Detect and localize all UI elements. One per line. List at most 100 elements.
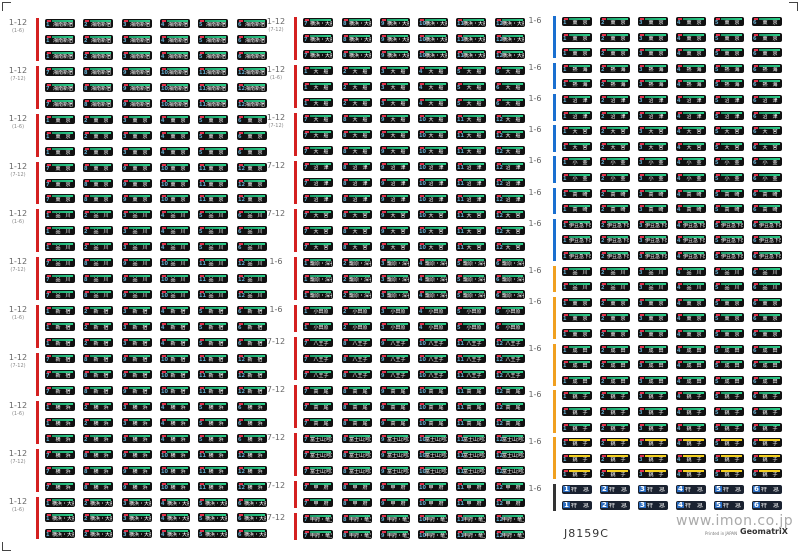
destination-decal: 2横浜・大船	[83, 513, 113, 523]
red-mark	[640, 392, 644, 395]
car-number: 4	[161, 532, 165, 539]
green-stripe	[310, 371, 331, 373]
group-bar	[294, 257, 297, 300]
car-number: 6	[753, 160, 757, 167]
green-stripe	[387, 403, 408, 405]
green-stripe	[607, 18, 628, 20]
destination-text: 銚 子	[762, 441, 778, 448]
destination-text: 沼 津	[686, 98, 702, 104]
green-stripe	[244, 35, 265, 38]
destination-decal: 12 品 川	[237, 290, 267, 300]
destination-text: 大 船	[505, 149, 521, 155]
green-stripe	[387, 355, 408, 357]
destination-text: 品 川	[55, 261, 71, 268]
car-number: 7	[46, 181, 50, 188]
destination-decal: 1 湘南新宿	[45, 50, 75, 60]
group-bar	[36, 448, 39, 492]
green-stripe	[425, 307, 446, 309]
car-number: 5	[715, 363, 719, 370]
car-number: 5	[199, 325, 203, 332]
red-mark	[239, 402, 243, 405]
car-number: 6	[496, 277, 500, 283]
red-mark	[420, 259, 424, 261]
green-stripe	[349, 355, 370, 357]
green-stripe	[569, 330, 590, 332]
destination-text: 籠原・深谷	[425, 293, 447, 299]
green-stripe	[129, 131, 150, 134]
destination-decal: 9横浜・大船	[380, 50, 410, 59]
car-number: 10	[161, 85, 168, 92]
red-mark	[47, 434, 51, 437]
red-mark	[716, 220, 720, 223]
group-bar	[294, 209, 297, 252]
green-stripe	[502, 227, 523, 229]
green-stripe	[167, 35, 188, 38]
green-stripe	[167, 179, 188, 182]
destination-text: 高 崎	[686, 207, 702, 214]
green-stripe	[463, 419, 484, 421]
green-stripe	[721, 252, 742, 254]
destination-text: 横 浜	[132, 404, 148, 411]
destination-text: 銚 子	[686, 472, 702, 479]
red-mark	[754, 314, 758, 317]
red-mark	[497, 531, 501, 533]
green-stripe	[645, 283, 666, 286]
green-stripe	[349, 99, 370, 101]
destination-text: 東 京	[572, 316, 588, 323]
green-stripe	[167, 51, 188, 54]
car-number: 8	[343, 373, 347, 379]
destination-text: 横浜・大船	[167, 532, 189, 539]
car-number: 3	[639, 425, 643, 432]
car-number: 5	[199, 22, 203, 28]
destination-decal: 11 東 京	[198, 178, 228, 188]
destination-text: 新 宿	[93, 372, 109, 379]
red-mark	[678, 330, 682, 332]
car-number: 2	[84, 37, 88, 44]
destination-text: 湘南新宿	[90, 37, 111, 44]
red-mark	[754, 298, 758, 301]
green-stripe	[502, 531, 523, 533]
car-number: 9	[381, 165, 385, 171]
red-mark	[458, 147, 462, 149]
destination-text: 大 船	[313, 69, 329, 75]
destination-text: 銚 子	[648, 410, 664, 416]
green-stripe	[205, 243, 226, 246]
car-number: 8	[343, 165, 347, 171]
car-number: 3	[639, 300, 643, 307]
car-number: 11	[457, 533, 464, 539]
red-mark	[124, 163, 128, 166]
destination-text: 甲 府	[428, 485, 444, 491]
destination-text: 八王子	[313, 341, 329, 347]
red-mark	[716, 267, 720, 270]
green-stripe	[129, 434, 150, 437]
red-mark	[602, 361, 606, 364]
red-mark	[678, 454, 682, 457]
car-number: 1	[46, 532, 50, 539]
car-number: 9	[381, 229, 385, 235]
green-stripe	[167, 514, 188, 517]
car-number: 10	[419, 357, 426, 363]
red-mark	[420, 51, 424, 53]
destination-decal: 4伊豆急下田	[676, 219, 706, 229]
red-mark	[497, 99, 501, 101]
green-stripe	[387, 467, 408, 469]
car-number: 6	[753, 144, 757, 151]
destination-text: 新 宿	[132, 388, 148, 395]
destination-text: 東 京	[55, 165, 71, 172]
car-number: 5	[715, 316, 719, 323]
destination-decal: 7横浜・大船	[303, 18, 333, 27]
green-stripe	[52, 99, 73, 102]
group-range: 1-12	[8, 18, 28, 27]
red-mark	[85, 195, 89, 198]
destination-decal: 10 湘南新宿	[160, 66, 190, 76]
red-mark	[305, 323, 309, 325]
destination-text: 伊豆急下田	[569, 222, 591, 229]
red-mark	[200, 195, 204, 198]
destination-text: 湘南新宿	[205, 37, 226, 44]
car-number: 1	[563, 500, 570, 509]
